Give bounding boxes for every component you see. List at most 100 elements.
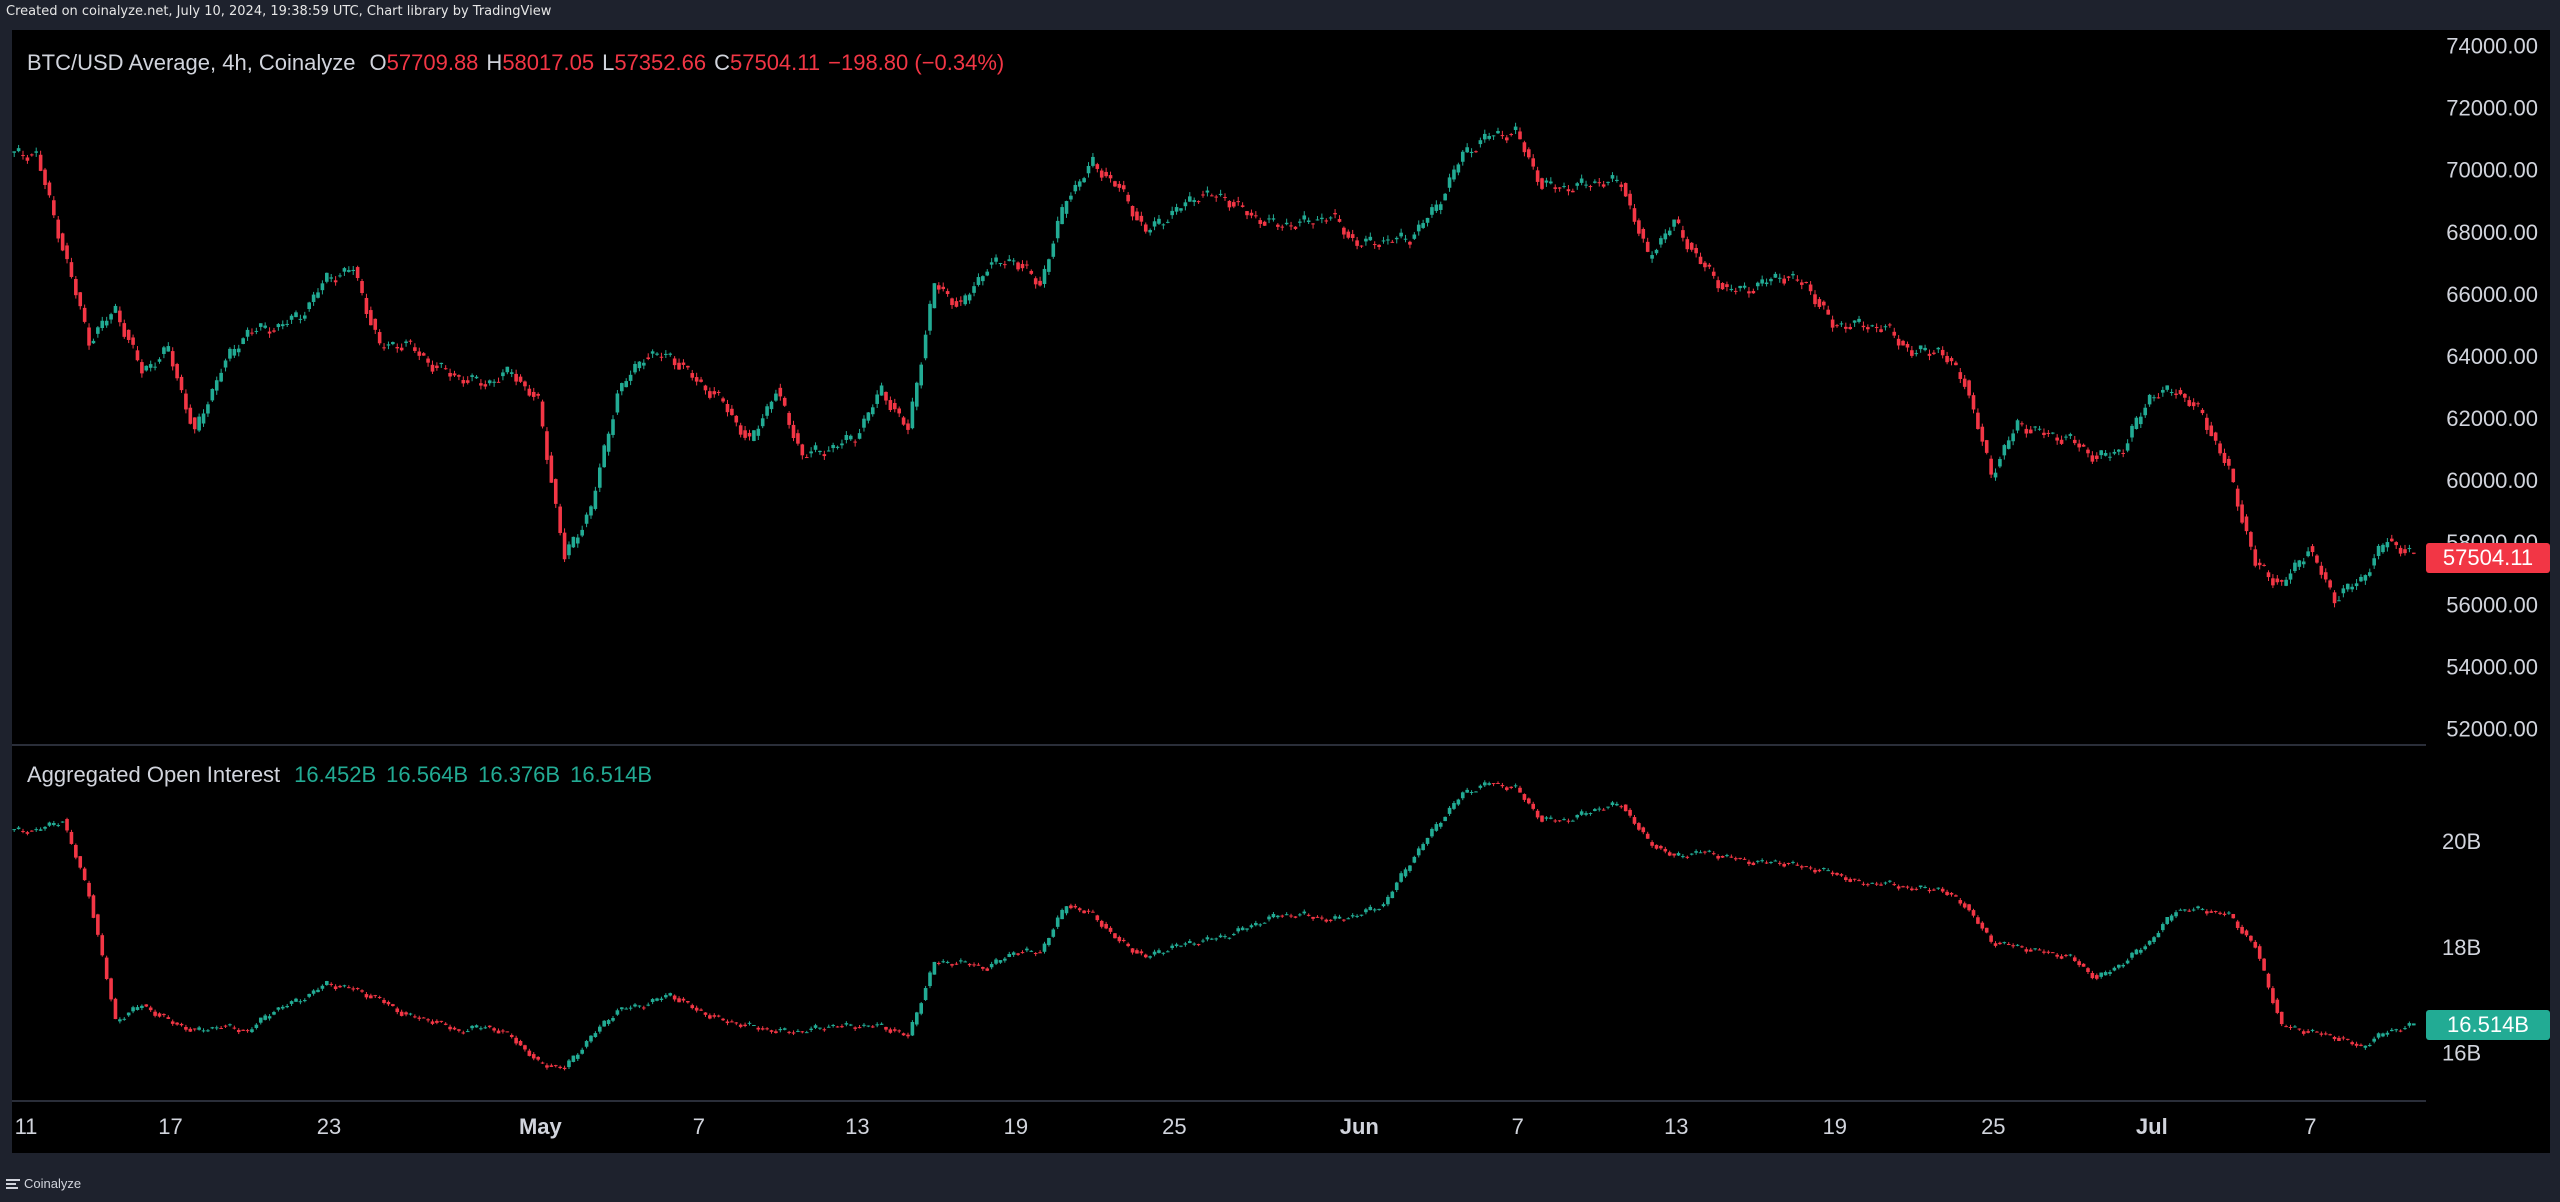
oi-candle — [1482, 782, 1487, 786]
price-candle — [906, 423, 910, 430]
oi-candle — [804, 1032, 809, 1034]
oi-candle — [1826, 870, 1831, 872]
oi-candle — [2367, 1044, 2372, 1047]
price-candle — [1830, 319, 1835, 328]
oi-candle — [1434, 824, 1439, 831]
oi-candle — [672, 995, 677, 1000]
oi-candle — [386, 1001, 391, 1005]
price-candle — [1478, 140, 1483, 145]
coinalyze-brand[interactable]: Coinalyze — [6, 1176, 81, 1191]
oi-candle — [1540, 815, 1544, 822]
oi-candle — [382, 999, 386, 1003]
oi-candle — [2011, 945, 2015, 947]
oi-candle — [360, 990, 364, 992]
menu-icon[interactable] — [6, 1178, 20, 1189]
oi-candle — [1799, 866, 1804, 868]
price-candle — [694, 377, 699, 382]
price-candle — [2068, 434, 2073, 436]
price-candle — [998, 263, 1003, 265]
price-candle — [1984, 440, 1989, 453]
oi-candle — [395, 1008, 400, 1013]
price-candle — [677, 362, 681, 370]
oi-candle — [712, 1015, 717, 1017]
price-candle — [2015, 420, 2020, 431]
oi-candle — [2235, 921, 2240, 928]
oi-candle — [1474, 791, 1478, 793]
price-candle — [1399, 232, 1403, 237]
time-tick-label: 17 — [158, 1114, 182, 1139]
oi-candle — [1896, 886, 1901, 889]
oi-candle — [646, 1004, 651, 1006]
oi-candle — [1562, 819, 1566, 821]
price-candle — [1509, 134, 1513, 136]
oi-candle — [1976, 917, 1980, 924]
price-candle — [263, 325, 267, 328]
price-candle — [465, 380, 470, 383]
price-candle — [778, 387, 783, 397]
price-candle — [52, 200, 56, 216]
oi-candle — [1808, 867, 1813, 869]
price-candle — [1672, 219, 1676, 227]
price-candle — [2072, 439, 2077, 444]
oi-candle — [1403, 869, 1408, 877]
price-candle — [1113, 181, 1117, 187]
price-candle — [505, 366, 510, 373]
price-candle — [16, 148, 21, 152]
oi-candle — [1130, 948, 1135, 953]
price-candle — [1196, 201, 1201, 203]
price-candle — [703, 385, 708, 391]
price-candle — [804, 457, 809, 459]
oi-candle — [1795, 864, 1800, 866]
price-candle — [1945, 355, 1949, 363]
price-candle — [1949, 358, 1954, 362]
oi-candle — [1852, 878, 1857, 880]
price-candle — [994, 257, 998, 262]
price-candle — [1892, 331, 1897, 336]
oi-candle — [589, 1035, 593, 1042]
price-candle — [1016, 262, 1020, 270]
oi-candle — [2077, 961, 2081, 966]
oi-candle — [65, 819, 69, 831]
oi-candle — [752, 1025, 756, 1027]
oi-candle — [2372, 1038, 2376, 1042]
price-candle — [241, 338, 245, 344]
oi-candle — [769, 1030, 774, 1032]
price-candle — [2297, 560, 2302, 567]
price-candle — [386, 344, 391, 346]
price-candle — [1121, 185, 1126, 190]
price-candle — [1786, 276, 1791, 278]
price-candle — [1254, 215, 1258, 217]
chart-canvas[interactable]: 74000.00 72000.00 70000.00 68000.00 66000.00… — [12, 30, 2550, 1153]
price-candle — [2130, 425, 2134, 438]
oi-candle — [2200, 908, 2205, 910]
price-candle — [1165, 221, 1170, 223]
oi-candle — [1227, 937, 1232, 939]
price-candle — [549, 455, 554, 483]
time-tick-label: Jul — [2136, 1114, 2168, 1139]
price-candle — [738, 425, 743, 435]
oi-candle — [611, 1018, 615, 1021]
oi-candle — [2253, 941, 2258, 948]
price-candle — [1386, 239, 1390, 241]
oi-candle — [2389, 1029, 2394, 1032]
price-candle — [686, 365, 690, 368]
price-candle — [1822, 301, 1826, 306]
price-candle — [782, 397, 787, 406]
price-candle — [2117, 449, 2121, 452]
price-tick-label: 56000.00 — [2446, 592, 2538, 617]
oi-candle — [373, 995, 378, 997]
price-candle — [633, 363, 637, 373]
price-candle — [1082, 178, 1086, 183]
oi-candle — [1280, 915, 1285, 917]
oi-candle — [1905, 886, 1910, 888]
oi-candle — [509, 1035, 514, 1037]
oi-candle — [835, 1026, 840, 1028]
chart-area[interactable]: 74000.00 72000.00 70000.00 68000.00 66000.00… — [12, 30, 2550, 1153]
price-candle — [1394, 237, 1399, 240]
oi-candle — [492, 1028, 496, 1031]
oi-candle — [1091, 911, 1095, 913]
oi-candle — [1584, 813, 1588, 815]
price-candle — [1725, 284, 1729, 288]
pane-separator[interactable] — [12, 744, 2426, 746]
oi-candle — [1593, 809, 1597, 812]
